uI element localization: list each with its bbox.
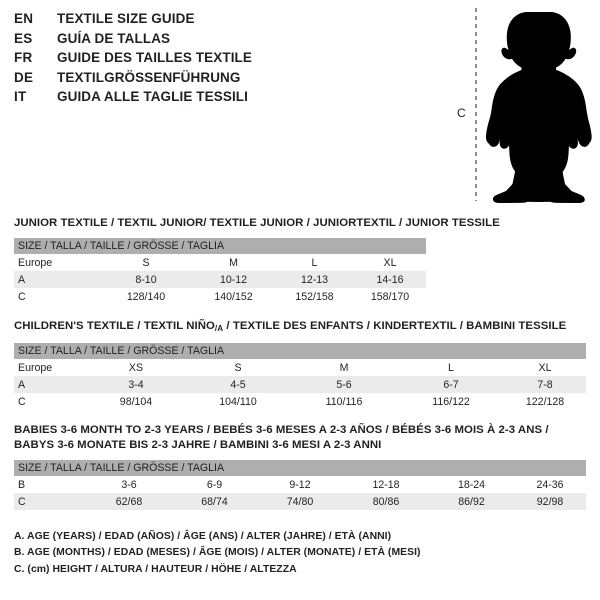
section-title-line1: BABIES 3-6 MONTH TO 2-3 YEARS / BEBÉS 3-…	[14, 424, 549, 436]
junior-size-table: SIZE / TALLA / TAILLE / GRÖSSE / TAGLIA …	[14, 238, 426, 305]
height-guide-dashed-line	[475, 8, 477, 201]
cell-value: XS	[86, 359, 186, 376]
cell-value: L	[275, 254, 354, 271]
table-row: Europe XS S M L XL	[14, 359, 587, 376]
cell-value: 110/116	[290, 393, 398, 410]
cell-value: S	[186, 359, 290, 376]
cell-value: 140/152	[192, 288, 275, 305]
table-row: A 3-4 4-5 5-6 6-7 7-8	[14, 376, 587, 393]
row-label: C	[14, 493, 86, 510]
cell-value: 24-36	[514, 476, 587, 493]
cell-value: 62/68	[86, 493, 172, 510]
size-band-label: SIZE / TALLA / TAILLE / GRÖSSE / TAGLIA	[14, 238, 426, 254]
cell-value: 3-4	[86, 376, 186, 393]
footnote-legend: A. AGE (YEARS) / EDAD (AÑOS) / ÂGE (ANS)…	[14, 529, 484, 578]
section-title-part1: CHILDREN'S TEXTILE / TEXTIL NIÑO	[14, 320, 215, 332]
cell-value: XL	[504, 359, 587, 376]
row-label: A	[14, 271, 100, 288]
table-row: C 98/104 104/110 110/116 116/122 122/128	[14, 393, 587, 410]
row-label: A	[14, 376, 86, 393]
cell-value: 92/98	[514, 493, 587, 510]
cell-value: 3-6	[86, 476, 172, 493]
table-row: A 8-10 10-12 12-13 14-16	[14, 271, 426, 288]
cell-value: 7-8	[504, 376, 587, 393]
language-title-list: EN TEXTILE SIZE GUIDE ES GUÍA DE TALLAS …	[14, 11, 314, 109]
cell-value: 6-7	[398, 376, 504, 393]
size-band-label: SIZE / TALLA / TAILLE / GRÖSSE / TAGLIA	[14, 460, 587, 476]
language-code: DE	[14, 69, 34, 85]
childrens-size-table: SIZE / TALLA / TAILLE / GRÖSSE / TAGLIA …	[14, 343, 587, 410]
row-label: B	[14, 476, 86, 493]
row-label: Europe	[14, 359, 86, 376]
cell-value: 12-18	[343, 476, 429, 493]
cell-value: 158/170	[354, 288, 426, 305]
cell-value: 6-9	[172, 476, 257, 493]
section-babies-textile: BABIES 3-6 MONTH TO 2-3 YEARS / BEBÉS 3-…	[14, 423, 587, 510]
cell-value: 122/128	[504, 393, 587, 410]
section-childrens-textile: CHILDREN'S TEXTILE / TEXTIL NIÑO/A / TEX…	[14, 319, 587, 410]
language-code: ES	[14, 30, 33, 46]
cell-value: 116/122	[398, 393, 504, 410]
cell-value: 10-12	[192, 271, 275, 288]
cell-value: 14-16	[354, 271, 426, 288]
table-row: Europe S M L XL	[14, 254, 426, 271]
table-band-row: SIZE / TALLA / TAILLE / GRÖSSE / TAGLIA	[14, 238, 426, 254]
language-row-en: EN TEXTILE SIZE GUIDE	[14, 11, 314, 31]
cell-value: XL	[354, 254, 426, 271]
language-row-es: ES GUÍA DE TALLAS	[14, 31, 314, 51]
babies-size-table: SIZE / TALLA / TAILLE / GRÖSSE / TAGLIA …	[14, 460, 587, 510]
table-row: C 128/140 140/152 152/158 158/170	[14, 288, 426, 305]
language-title: TEXTILE SIZE GUIDE	[57, 11, 195, 26]
language-code: IT	[14, 89, 27, 104]
cell-value: 80/86	[343, 493, 429, 510]
cell-value: 86/92	[429, 493, 514, 510]
section-junior-textile: JUNIOR TEXTILE / TEXTIL JUNIOR/ TEXTILE …	[14, 216, 500, 305]
language-title: TEXTILGRÖSSENFÜHRUNG	[57, 69, 241, 85]
height-dimension-label: C	[457, 106, 466, 120]
size-band-label: SIZE / TALLA / TAILLE / GRÖSSE / TAGLIA	[14, 343, 587, 359]
cell-value: S	[100, 254, 192, 271]
cell-value: 74/80	[257, 493, 343, 510]
cell-value: 12-13	[275, 271, 354, 288]
footnote-a: A. AGE (YEARS) / EDAD (AÑOS) / ÂGE (ANS)…	[14, 531, 392, 542]
cell-value: 8-10	[100, 271, 192, 288]
cell-value: M	[192, 254, 275, 271]
language-row-fr: FR GUIDE DES TAILLES TEXTILE	[14, 50, 314, 70]
cell-value: 5-6	[290, 376, 398, 393]
section-title: JUNIOR TEXTILE / TEXTIL JUNIOR/ TEXTILE …	[14, 217, 500, 229]
cell-value: 128/140	[100, 288, 192, 305]
language-title: GUIDA ALLE TAGLIE TESSILI	[57, 89, 248, 104]
language-title: GUIDE DES TAILLES TEXTILE	[57, 50, 253, 65]
row-label: C	[14, 393, 86, 410]
footnote-b: B. AGE (MONTHS) / EDAD (MESES) / ÂGE (MO…	[14, 547, 421, 559]
cell-value: 18-24	[429, 476, 514, 493]
table-row: B 3-6 6-9 9-12 12-18 18-24 24-36	[14, 476, 587, 493]
row-label: C	[14, 288, 100, 305]
cell-value: 98/104	[86, 393, 186, 410]
language-title: GUÍA DE TALLAS	[57, 30, 171, 46]
height-measure-figure: C	[440, 0, 600, 210]
cell-value: 4-5	[186, 376, 290, 393]
row-label: Europe	[14, 254, 100, 271]
section-title-subscript: /A	[214, 324, 224, 333]
cell-value: 68/74	[172, 493, 257, 510]
cell-value: 104/110	[186, 393, 290, 410]
language-code: EN	[14, 11, 34, 26]
section-title-part2: / TEXTILE DES ENFANTS / KINDERTEXTIL / B…	[223, 320, 567, 332]
table-band-row: SIZE / TALLA / TAILLE / GRÖSSE / TAGLIA	[14, 343, 587, 359]
section-title: CHILDREN'S TEXTILE / TEXTIL NIÑO/A / TEX…	[14, 319, 586, 336]
table-row: C 62/68 68/74 74/80 80/86 86/92 92/98	[14, 493, 587, 510]
cell-value: 152/158	[275, 288, 354, 305]
child-silhouette-icon	[485, 12, 592, 204]
language-row-de: DE TEXTILGRÖSSENFÜHRUNG	[14, 70, 314, 90]
section-title-line2: BABYS 3-6 MONATE BIS 2-3 JAHRE / BAMBINI…	[14, 439, 382, 451]
cell-value: 9-12	[257, 476, 343, 493]
language-row-it: IT GUIDA ALLE TAGLIE TESSILI	[14, 89, 314, 109]
language-code: FR	[14, 50, 33, 65]
cell-value: L	[398, 359, 504, 376]
table-band-row: SIZE / TALLA / TAILLE / GRÖSSE / TAGLIA	[14, 460, 587, 476]
cell-value: M	[290, 359, 398, 376]
footnote-c: C. (cm) HEIGHT / ALTURA / HAUTEUR / HÖHE…	[14, 563, 297, 575]
